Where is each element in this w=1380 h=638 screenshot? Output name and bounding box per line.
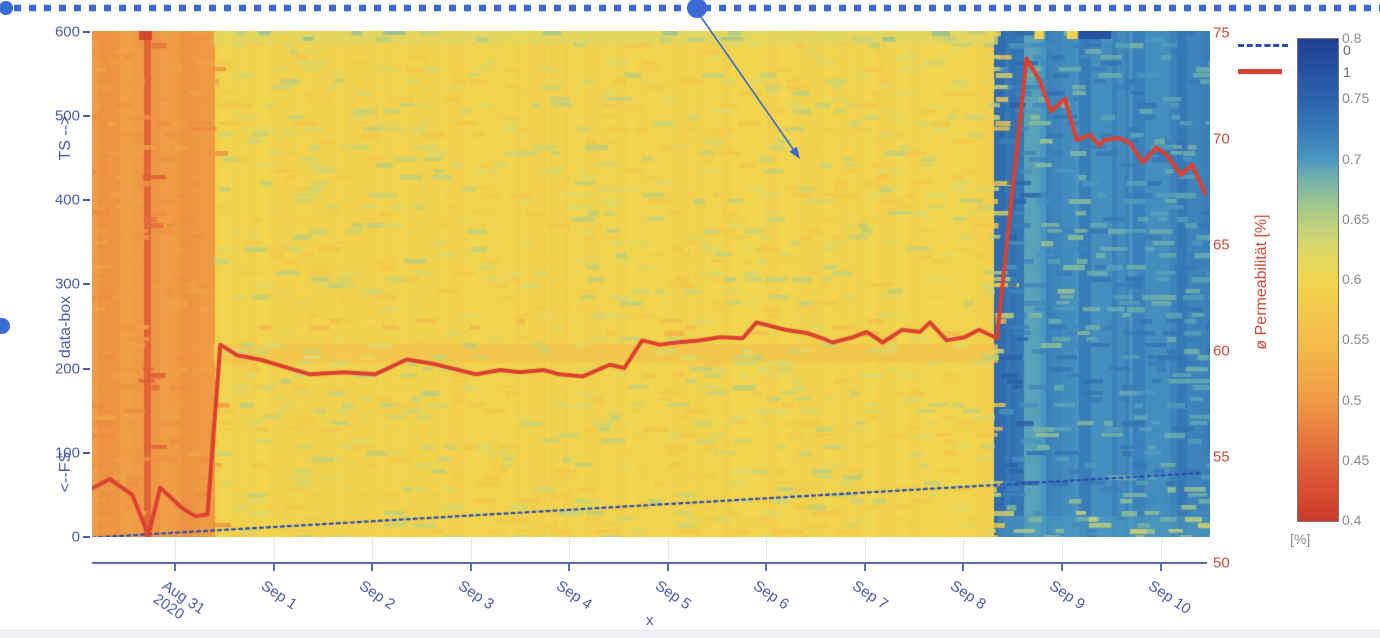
x-tick-mark: [371, 564, 374, 571]
colorbar-tick-label: 0.4: [1342, 512, 1362, 528]
x-tick-mark: [1060, 564, 1063, 571]
x-gridline-stub: [470, 538, 472, 561]
x-tick-mark: [765, 564, 768, 571]
colorbar-tick-label: 0.45: [1342, 451, 1370, 468]
y-tick-mark: [83, 367, 90, 370]
y2-tick-label: 65: [1213, 236, 1230, 254]
x-tick-label: Sep 4: [553, 577, 596, 614]
x-tick-date: Sep 5: [651, 577, 694, 614]
y-axis-title-ts: TS -->: [57, 115, 74, 161]
heatmap-plot-canvas[interactable]: [92, 31, 1210, 537]
y-tick-mark: [83, 30, 90, 33]
colorbar-tick-label: 0.75: [1342, 90, 1370, 107]
legend-dashed-line-sample: [1238, 44, 1288, 47]
x-tick-date: Sep 9: [1045, 577, 1088, 614]
colorbar-unit-label: [%]: [1290, 531, 1311, 547]
x-tick-date: Sep 8: [947, 577, 990, 614]
colorbar-tick-label: 0.5: [1342, 391, 1362, 408]
colorbar-tick-label: 0.55: [1342, 331, 1370, 348]
legend-label-1[interactable]: 1: [1343, 64, 1351, 80]
colorbar-tick-label: 0.65: [1342, 210, 1370, 227]
x-tick-date: Sep 2: [356, 577, 399, 614]
x-tick-label: Sep 9: [1045, 577, 1088, 614]
x-tick-label: Sep 8: [947, 577, 990, 614]
x-tick-label: Sep 1: [257, 577, 300, 614]
colorbar-tick-label: 0.8: [1342, 30, 1362, 46]
x-tick-mark: [863, 564, 866, 571]
x-tick-label: Aug 31 2020: [150, 577, 208, 631]
x-gridline-stub: [1061, 538, 1063, 561]
legend-label-0[interactable]: 0: [1343, 42, 1351, 58]
x-tick-label: Sep 2: [356, 577, 399, 614]
x-tick-mark: [1159, 564, 1162, 571]
y-axis-right-title: ø Permeabilität [%]: [1253, 214, 1270, 350]
x-tick-mark: [272, 564, 275, 571]
x-gridline-stub: [1160, 538, 1162, 561]
x-gridline-stub: [372, 538, 374, 561]
legend-solid-line-sample: [1238, 69, 1282, 74]
x-gridline-stub: [175, 538, 176, 561]
x-gridline-stub: [963, 538, 965, 561]
x-tick-label: Sep 3: [454, 577, 497, 614]
y-tick-mark: [83, 536, 90, 538]
x-tick-mark: [174, 564, 176, 571]
x-axis-title: x: [646, 612, 654, 629]
legend-item-0[interactable]: [1238, 40, 1288, 50]
colorbar: [1297, 38, 1339, 522]
x-tick-date: Sep 3: [454, 577, 497, 614]
y-tick-label: 500: [54, 107, 80, 125]
y-tick-label: 200: [54, 360, 80, 378]
x-tick-mark: [962, 564, 965, 571]
y2-tick-label: 70: [1213, 130, 1230, 148]
y-tick-label: 400: [54, 191, 80, 209]
x-tick-label: Sep 5: [651, 577, 694, 614]
bottom-edge-strip: [0, 629, 1380, 638]
x-gridline-stub: [864, 538, 866, 561]
y-tick-label: 600: [54, 23, 80, 41]
y2-tick-label: 50: [1213, 554, 1230, 572]
y-tick-label: 0: [71, 528, 80, 546]
y2-tick-label: 55: [1213, 448, 1230, 466]
x-tick-date: Sep 10: [1144, 577, 1194, 618]
y-tick-mark: [83, 451, 90, 454]
x-tick-mark: [568, 564, 571, 571]
y-axis-title-databox: data-box: [57, 295, 74, 359]
x-gridline-stub: [667, 538, 669, 561]
x-tick-label: Sep 6: [750, 577, 793, 614]
x-gridline-stub: [766, 538, 768, 561]
x-gridline-stub: [273, 538, 275, 561]
y-axis-title-fs: <--FS: [57, 451, 74, 493]
y2-tick-label: 75: [1213, 24, 1230, 42]
colorbar-tick-label: 0.7: [1342, 150, 1362, 167]
y-tick-label: 100: [54, 444, 80, 462]
x-tick-mark: [469, 564, 472, 571]
x-tick-mark: [666, 564, 669, 571]
legend-item-1[interactable]: [1238, 66, 1282, 76]
y-tick-mark: [83, 199, 90, 202]
x-tick-label: Sep 10: [1144, 577, 1194, 618]
x-tick-date: Sep 1: [257, 577, 300, 614]
y-tick-label: 300: [54, 275, 80, 293]
x-axis-line: [92, 562, 1207, 564]
y-tick-mark: [83, 115, 90, 118]
x-tick-date: Sep 7: [848, 577, 891, 614]
y-tick-mark: [83, 283, 90, 286]
y2-tick-label: 60: [1213, 342, 1230, 360]
colorbar-tick-label: 0.6: [1342, 271, 1362, 287]
x-tick-date: Sep 4: [553, 577, 596, 614]
x-tick-label: Sep 7: [848, 577, 891, 614]
x-gridline-stub: [569, 538, 571, 561]
x-tick-date: Sep 6: [750, 577, 793, 614]
